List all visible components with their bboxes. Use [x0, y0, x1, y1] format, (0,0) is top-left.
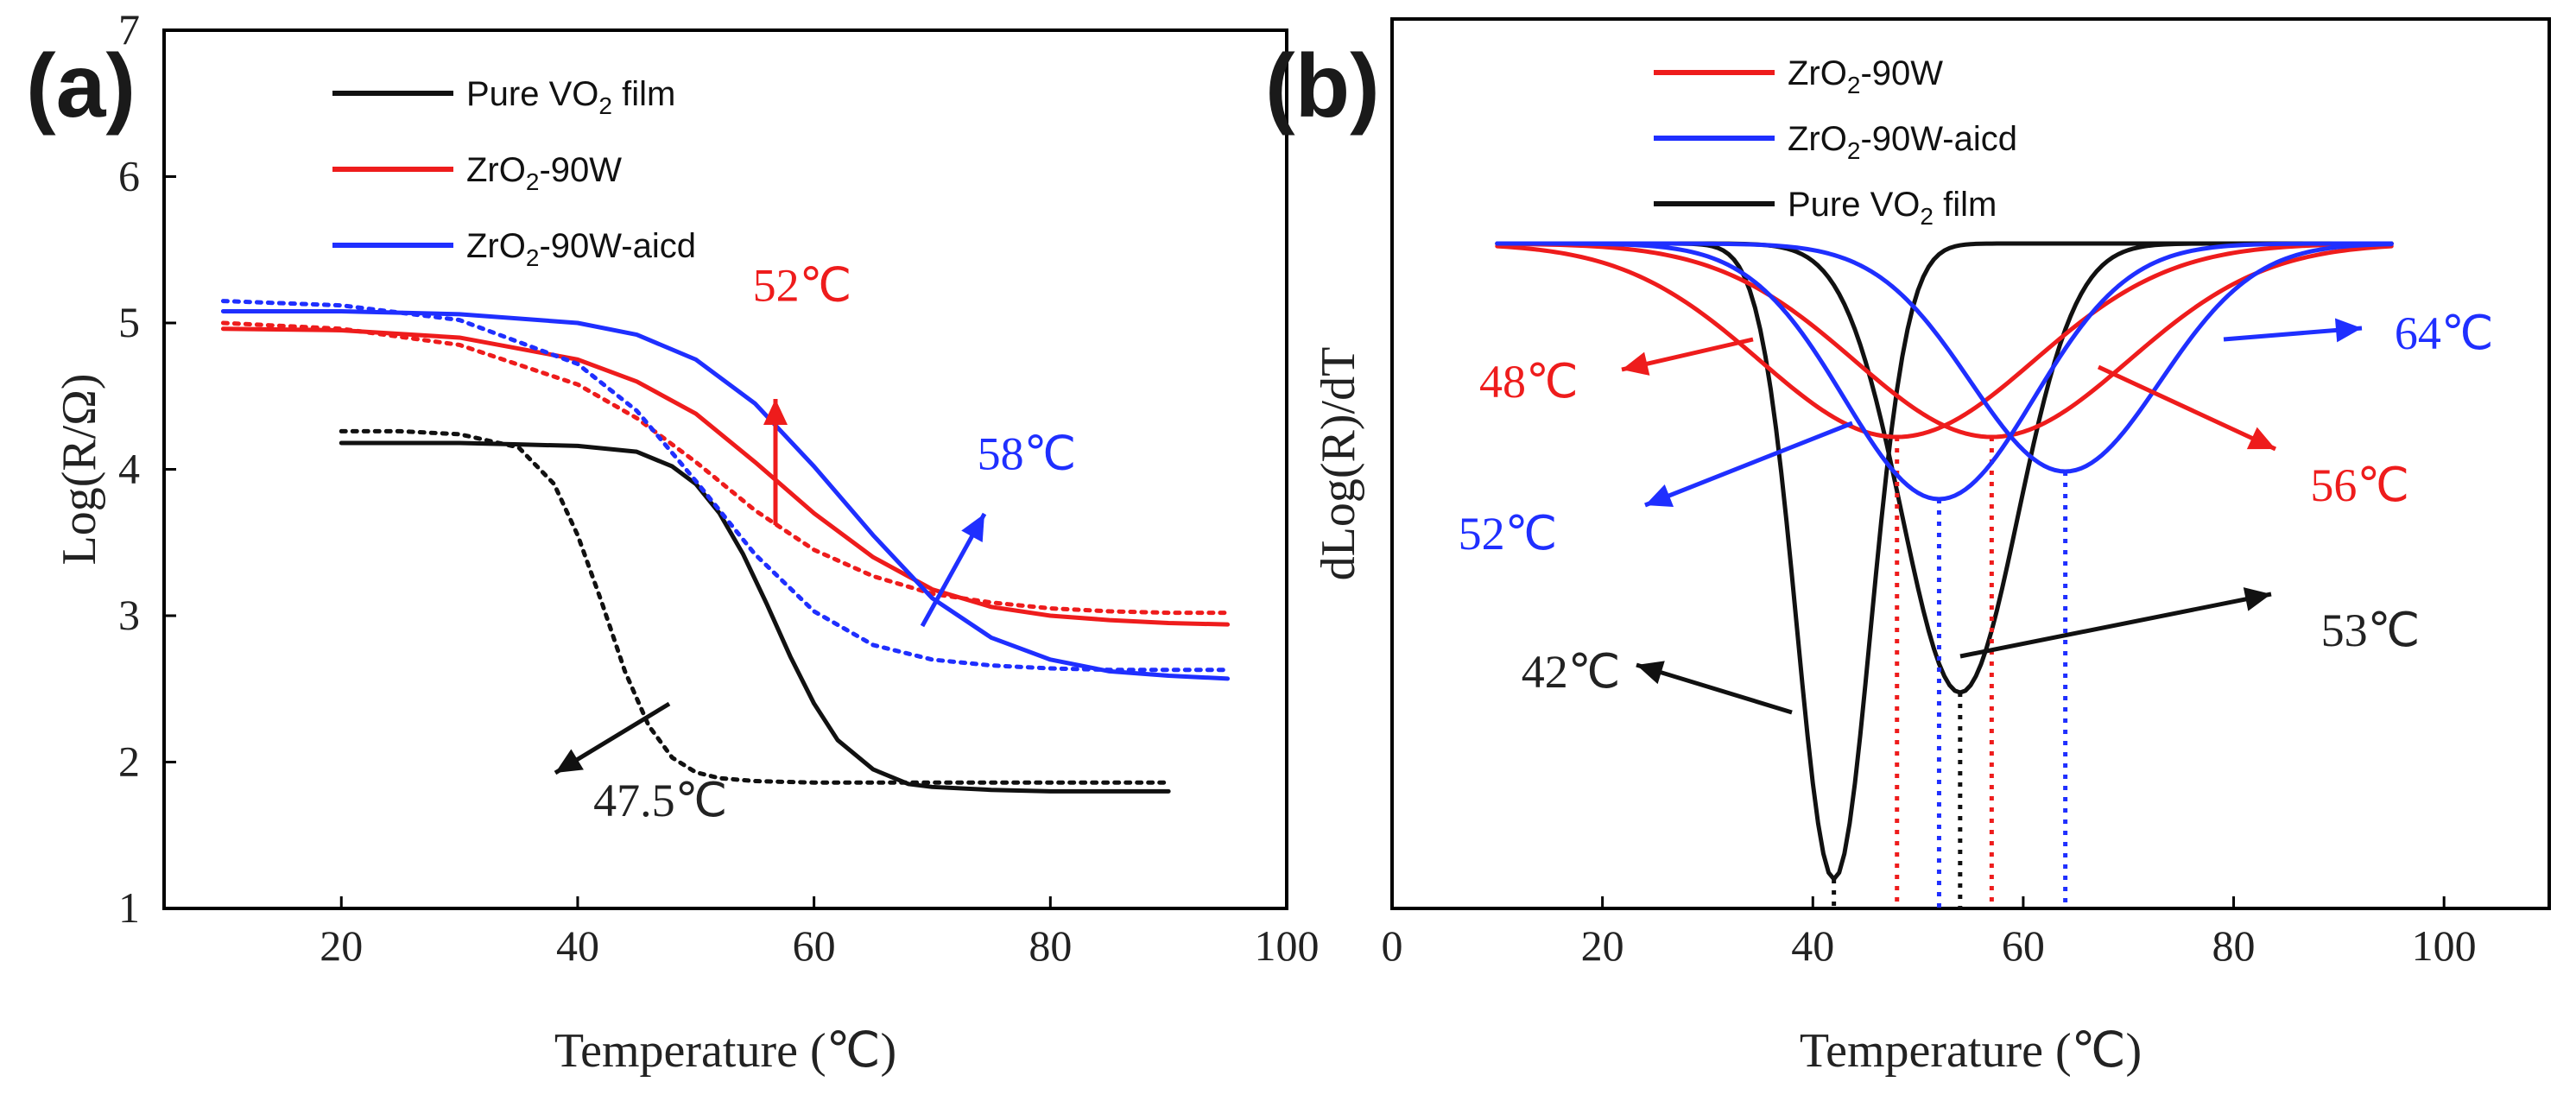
series-line — [339, 440, 1171, 794]
y-tick-label: 1 — [118, 883, 140, 932]
panel-label: (b) — [1265, 36, 1380, 136]
plot-frame — [1390, 17, 2551, 910]
x-tick-label: 80 — [1029, 921, 1072, 970]
series-line — [1495, 241, 2394, 474]
series-line — [1495, 241, 2394, 882]
x-tick-label: 20 — [1581, 921, 1624, 970]
series-line — [339, 428, 1171, 785]
annotation-arrow-shaft — [1959, 592, 2272, 659]
y-axis-title: dLog(R)/dT — [1312, 347, 1365, 581]
x-axis-title: Temperature (℃) — [1800, 1024, 2142, 1078]
x-axis-title: Temperature (℃) — [554, 1024, 896, 1078]
annotation-arrow-head — [1636, 661, 1665, 685]
annotation-label: 52℃ — [753, 260, 852, 312]
series-line — [220, 326, 1231, 627]
x-tick-label: 0 — [1382, 921, 1403, 970]
legend-label-base: ZrO — [466, 227, 526, 265]
series-line — [1495, 241, 2394, 440]
legend-label: ZrO2-90W — [466, 151, 622, 195]
legend-label-rest: -90W — [539, 151, 622, 189]
legend-label-subscript: 2 — [598, 92, 612, 119]
legend-label-base: ZrO — [1788, 120, 1847, 158]
legend-label: ZrO2-90W — [1788, 54, 1943, 98]
legend-label-subscript: 2 — [526, 168, 540, 195]
annotation-arrow-head — [2246, 427, 2275, 450]
annotation-arrow-head — [2334, 318, 2362, 343]
legend-label-base: Pure VO — [466, 75, 598, 113]
x-tick-label: 60 — [793, 921, 836, 970]
legend-label: ZrO2-90W-aicd — [466, 227, 696, 271]
legend-label-base: ZrO — [1788, 54, 1847, 92]
legend-label: Pure VO2 film — [1788, 186, 1997, 230]
legend-label: ZrO2-90W-aicd — [1788, 120, 2017, 164]
y-tick-label: 5 — [118, 298, 140, 346]
legend-label-rest: -90W-aicd — [539, 227, 696, 265]
series-line — [220, 308, 1231, 681]
legend-label: Pure VO2 film — [466, 75, 675, 119]
annotation-label: 42℃ — [1522, 646, 1621, 698]
panel-a-chart: 20 40 60 80 100 1 2 3 4 5 6 7 Temperature (℃) Log(R/Ω… — [26, 5, 1320, 1078]
x-tick-label: 60 — [2002, 921, 2045, 970]
annotation-arrow-head — [763, 399, 788, 425]
legend-label-rest: -90W — [1860, 54, 1943, 92]
panel-label: (a) — [26, 36, 136, 136]
legend-label-subscript: 2 — [1847, 72, 1861, 98]
x-tick-label: 40 — [1791, 921, 1834, 970]
annotation-label: 56℃ — [2310, 459, 2409, 511]
x-tick-label: 100 — [1255, 921, 1320, 970]
annotation-label: 53℃ — [2321, 604, 2421, 656]
annotation-arrow-shaft — [2097, 364, 2277, 452]
y-tick-label: 3 — [118, 591, 140, 639]
legend-label-base: Pure VO — [1788, 186, 1920, 224]
legend-label-subscript: 2 — [1847, 137, 1861, 164]
y-tick-label: 6 — [118, 152, 140, 200]
series-line — [220, 299, 1231, 673]
legend-label-rest: -90W-aicd — [1860, 120, 2017, 158]
annotation-label: 52℃ — [1459, 508, 1558, 560]
y-tick-label: 4 — [118, 445, 140, 493]
annotation-arrow-shaft — [1636, 662, 1793, 715]
annotation-label: 48℃ — [1479, 356, 1579, 408]
x-tick-label: 40 — [556, 921, 599, 970]
panel-b-chart: 0 20 40 60 80 100 Temperature (℃) dLog(R)/dT (b)… — [1265, 17, 2551, 1078]
series-line — [1495, 241, 2394, 695]
legend-label-rest: film — [1934, 186, 1997, 224]
annotation-arrow-head — [555, 749, 584, 773]
annotation-arrow-head — [1622, 351, 1650, 376]
annotation-label: 58℃ — [978, 428, 1077, 480]
y-tick-label: 7 — [118, 5, 140, 54]
legend-label-subscript: 2 — [526, 244, 540, 271]
annotation-arrow-head — [961, 514, 984, 543]
x-tick-label: 100 — [2412, 921, 2477, 970]
annotation-arrow-head — [1645, 484, 1674, 507]
x-tick-label: 20 — [320, 921, 363, 970]
series-line — [220, 320, 1231, 616]
annotation-label: 47.5℃ — [593, 775, 727, 826]
legend-label-rest: film — [612, 75, 675, 113]
y-tick-label: 2 — [118, 737, 140, 786]
y-axis-title: Log(R/Ω) — [53, 373, 106, 565]
annotation-label: 64℃ — [2395, 307, 2494, 359]
x-tick-label: 80 — [2212, 921, 2256, 970]
legend-label-base: ZrO — [466, 151, 526, 189]
annotation-arrow-head — [2243, 587, 2271, 611]
annotation-arrow-shaft — [1644, 421, 1853, 508]
legend-label-subscript: 2 — [1920, 203, 1934, 230]
